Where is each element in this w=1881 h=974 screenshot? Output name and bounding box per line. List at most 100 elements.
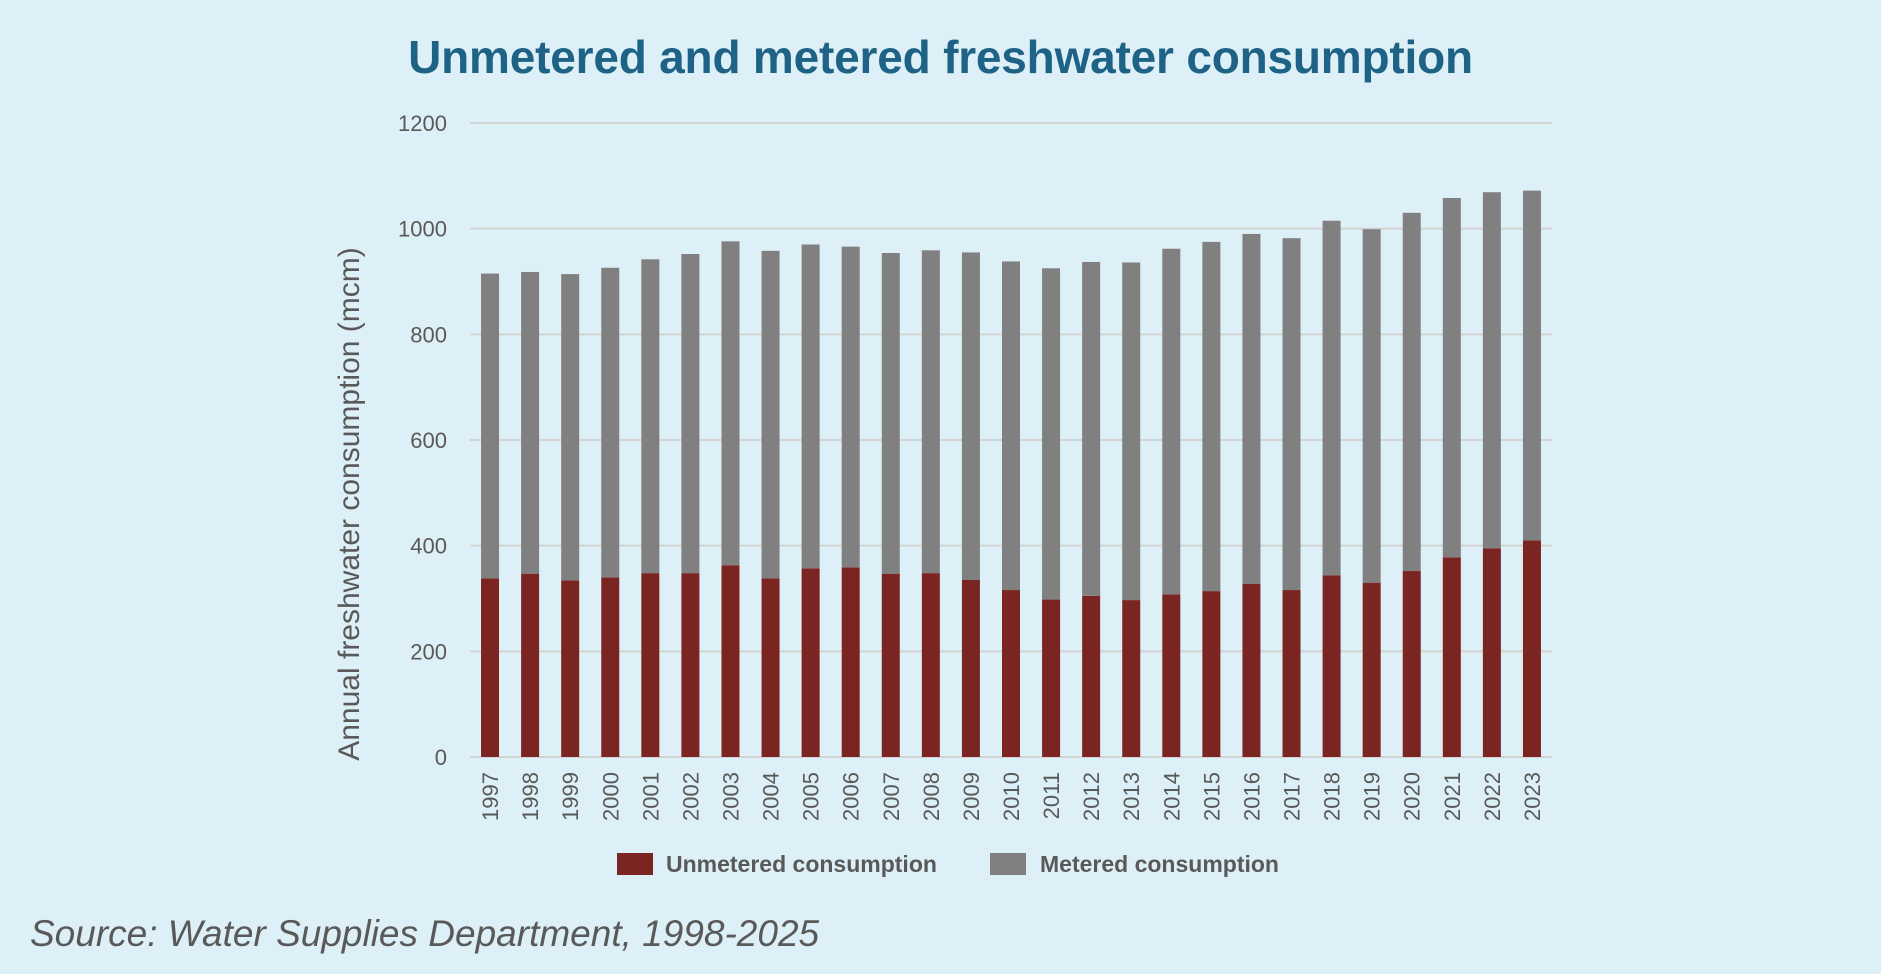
bar-unmetered-2009 [961,580,980,757]
x-tick-label: 1998 [518,772,543,821]
x-tick-label: 2005 [799,772,824,821]
y-tick-label: 1200 [398,111,447,136]
x-tick-label: 2006 [839,772,864,821]
bar-unmetered-2016 [1242,583,1261,757]
legend-label-metered: Metered consumption [1040,851,1279,877]
x-tick-label: 2019 [1360,772,1385,821]
y-tick-label: 400 [410,534,447,559]
bar-metered-1997 [481,273,500,579]
bar-metered-2010 [1002,261,1020,591]
bar-metered-2013 [1122,262,1141,601]
bar-unmetered-2021 [1442,557,1461,757]
legend-swatch-metered [990,853,1026,875]
y-tick-labels: 0 200 400 600 800 1000 1200 [398,111,447,770]
bar-metered-2008 [921,250,940,574]
y-tick-label: 800 [410,322,447,347]
x-tick-label: 2014 [1159,772,1184,821]
legend-label-unmetered: Unmetered consumption [666,851,937,877]
x-tick-label: 1997 [478,772,503,821]
x-tick-label: 2012 [1079,772,1104,821]
bar-unmetered-2022 [1482,548,1501,757]
bar-metered-2016 [1242,233,1261,584]
bar-unmetered-1998 [521,573,540,757]
bar-unmetered-2011 [1042,599,1061,757]
bar-metered-2018 [1322,220,1341,576]
bar-unmetered-2007 [881,573,900,757]
bar-metered-2019 [1362,229,1381,583]
x-tick-label: 2000 [598,772,623,821]
bar-unmetered-2010 [1002,590,1020,757]
legend-swatch-unmetered [617,853,653,875]
bar-unmetered-2005 [801,568,820,757]
x-tick-label: 2015 [1199,772,1224,821]
x-tick-label: 2003 [718,772,743,821]
bar-unmetered-2006 [841,567,860,757]
x-tick-label: 2001 [638,772,663,821]
x-tick-label: 1999 [558,772,583,821]
x-tick-label: 2023 [1520,772,1545,821]
bar-metered-2021 [1442,198,1461,558]
x-tick-label: 2007 [879,772,904,821]
bar-unmetered-2003 [721,565,740,757]
x-tick-label: 2011 [1039,772,1064,819]
bar-unmetered-2019 [1362,582,1381,757]
bar-metered-2015 [1202,241,1221,592]
bar-metered-2007 [881,252,900,574]
bar-metered-2012 [1082,261,1101,596]
source-note: Source: Water Supplies Department, 1998-… [30,913,820,954]
x-tick-label: 2002 [678,772,703,821]
y-axis-label: Annual freshwater consumption (mcm) [333,247,366,761]
x-tick-label: 2013 [1119,772,1144,821]
bars [481,190,1541,757]
bar-unmetered-2015 [1202,591,1221,757]
bar-metered-2006 [841,246,860,568]
bar-unmetered-2004 [761,578,780,757]
bar-metered-2022 [1482,192,1501,549]
x-tick-label: 2016 [1239,772,1264,821]
bar-metered-2011 [1042,268,1061,600]
bar-unmetered-2018 [1322,575,1341,757]
y-tick-label: 0 [435,745,447,770]
bar-metered-1999 [561,274,580,581]
y-tick-label: 1000 [398,217,447,242]
x-tick-label: 2022 [1480,772,1505,821]
bar-unmetered-1999 [561,580,580,757]
bar-metered-2020 [1402,212,1421,572]
bar-metered-2009 [961,252,980,581]
bar-metered-1998 [521,271,540,574]
bar-unmetered-2014 [1162,594,1181,757]
bar-metered-2001 [641,259,660,574]
bar-unmetered-2000 [601,577,620,757]
bar-unmetered-2013 [1122,600,1141,757]
bar-unmetered-1997 [481,578,500,757]
bar-unmetered-2002 [681,573,700,757]
x-tick-label: 2009 [959,772,984,821]
x-tick-label: 2008 [919,772,944,821]
bar-metered-2002 [681,254,700,574]
x-tick-label: 2021 [1440,772,1465,821]
bar-unmetered-2020 [1402,571,1421,757]
bar-metered-2003 [721,241,740,566]
bar-unmetered-2023 [1522,540,1541,757]
x-tick-label: 2020 [1400,772,1425,821]
x-tick-label: 2017 [1280,772,1305,821]
bar-unmetered-2001 [641,573,660,757]
x-tick-labels: 1997 1998 1999 2000 2001 2002 2003 2004 2005 2006… [478,772,1545,821]
legend: Unmetered consumption Metered consumptio… [617,851,1279,877]
bar-metered-2014 [1162,248,1181,595]
y-tick-label: 600 [410,428,447,453]
x-tick-label: 2018 [1320,772,1345,821]
x-tick-label: 2004 [759,772,784,821]
bar-metered-2023 [1522,190,1541,541]
bar-metered-2017 [1282,238,1301,591]
bar-metered-2000 [601,267,620,578]
bar-unmetered-2008 [921,573,940,757]
bar-metered-2005 [801,244,820,569]
y-tick-label: 200 [410,639,447,664]
x-tick-label: 2010 [999,772,1024,821]
chart-title: Unmetered and metered freshwater consump… [408,31,1473,83]
bar-unmetered-2012 [1082,595,1101,757]
bar-metered-2004 [761,250,780,579]
bar-unmetered-2017 [1282,590,1301,757]
